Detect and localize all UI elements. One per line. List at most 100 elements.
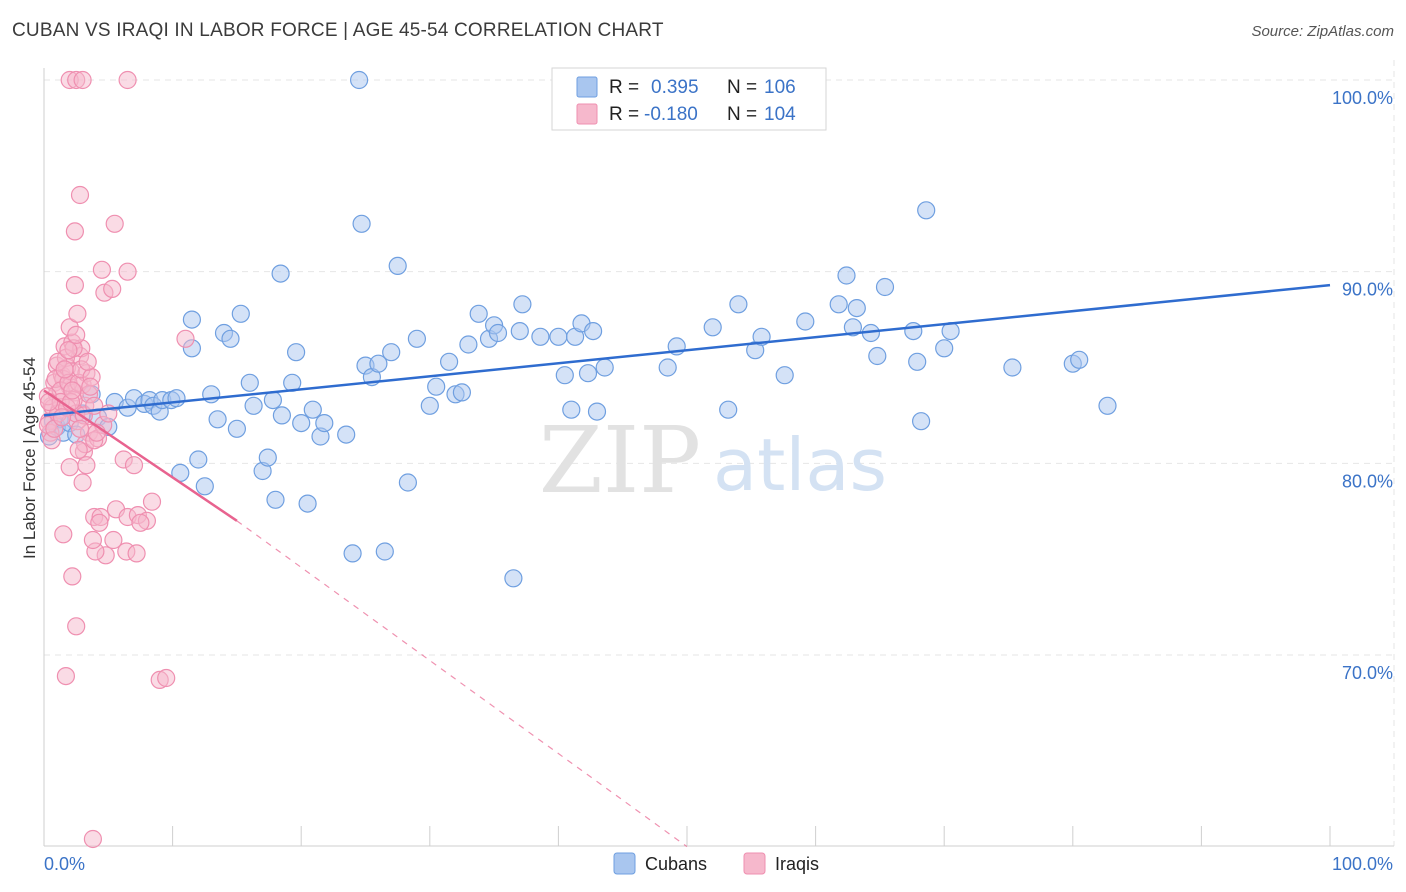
bottom-legend-swatch-cubans — [613, 852, 636, 875]
point-iraqis-34 — [65, 276, 85, 295]
y-tick-label-1: 90.0% — [1342, 280, 1393, 300]
point-cubans-60 — [440, 352, 459, 371]
point-iraqis-100 — [59, 341, 78, 360]
point-cubans-107 — [350, 70, 369, 90]
y-tick-label-2: 80.0% — [1342, 471, 1393, 491]
point-cubans-98 — [908, 352, 927, 371]
point-cubans-27 — [208, 410, 227, 429]
point-iraqis-97 — [63, 381, 82, 400]
point-cubans-88 — [775, 366, 794, 385]
point-iraqis-58 — [56, 666, 76, 686]
point-cubans-97 — [904, 322, 923, 341]
point-cubans-53 — [375, 542, 394, 561]
point-cubans-96 — [875, 277, 895, 297]
legend-n-label-cubans: N = — [727, 77, 757, 98]
x-tick-labels: 0.0% 100.0% — [44, 854, 1393, 874]
point-cubans-85 — [729, 295, 748, 314]
point-iraqis-93 — [78, 352, 97, 371]
axes — [43, 68, 1394, 847]
point-cubans-71 — [531, 327, 550, 346]
point-cubans-42 — [292, 414, 311, 433]
point-cubans-35 — [258, 448, 277, 467]
point-iraqis-54 — [60, 458, 79, 477]
legend-swatch-iraqis — [576, 103, 598, 125]
point-cubans-25 — [195, 477, 214, 496]
point-cubans-78 — [583, 322, 603, 341]
point-cubans-81 — [658, 358, 677, 377]
x-tick-label-1: 100.0% — [1332, 854, 1393, 874]
point-cubans-90 — [829, 295, 848, 314]
legend-n-label-iraqis: N = — [727, 104, 757, 125]
point-iraqis-99 — [39, 392, 59, 412]
point-iraqis-73 — [103, 279, 122, 298]
point-iraqis-65 — [83, 530, 103, 550]
trend-line-extension-iraqis — [236, 520, 688, 848]
y-tick-label-0: 100.0% — [1332, 88, 1393, 108]
point-cubans-68 — [504, 569, 523, 588]
point-cubans-54 — [382, 343, 401, 362]
point-iraqis-84 — [118, 70, 137, 90]
point-cubans-62 — [452, 383, 471, 402]
watermark-atlas: atlas — [713, 423, 887, 507]
point-cubans-48 — [343, 544, 362, 563]
point-iraqis-56 — [63, 567, 82, 586]
point-cubans-72 — [549, 327, 568, 346]
point-cubans-29 — [221, 329, 240, 348]
point-cubans-105 — [1070, 350, 1089, 369]
point-cubans-80 — [595, 358, 614, 377]
point-cubans-30 — [227, 419, 246, 438]
point-cubans-56 — [398, 473, 417, 492]
point-iraqis-55 — [54, 525, 73, 544]
source-label: Source: ZipAtlas.com — [1251, 23, 1394, 40]
point-iraqis-71 — [105, 214, 124, 233]
bottom-legend-label-cubans: Cubans — [645, 854, 707, 874]
point-iraqis-35 — [68, 304, 87, 323]
point-cubans-24 — [189, 450, 208, 469]
point-cubans-95 — [868, 346, 887, 366]
y-tick-labels: 100.0% 90.0% 80.0% 70.0% — [1332, 88, 1393, 683]
point-iraqis-70 — [92, 260, 112, 279]
point-iraqis-96 — [127, 544, 146, 563]
bottom-legend-label-iraqis: Iraqis — [775, 854, 819, 874]
point-iraqis-69 — [65, 222, 85, 241]
point-cubans-77 — [578, 364, 598, 383]
point-cubans-47 — [337, 425, 356, 444]
point-cubans-33 — [244, 396, 263, 415]
trend-line-cubans — [43, 283, 1331, 417]
point-cubans-89 — [796, 312, 815, 331]
point-iraqis-66 — [90, 513, 109, 532]
point-cubans-83 — [703, 318, 722, 337]
point-cubans-92 — [843, 318, 863, 337]
point-iraqis-103 — [131, 513, 150, 532]
legend-r-value-iraqis: -0.180 — [644, 104, 698, 125]
point-iraqis-101 — [70, 419, 90, 438]
point-iraqis-57 — [67, 617, 86, 636]
point-iraqis-80 — [176, 329, 195, 348]
top-legend: R = 0.395 N = 106 R = -0.180 N = 104 — [551, 67, 827, 131]
x-tick-label-0: 0.0% — [44, 854, 85, 874]
point-cubans-43 — [298, 494, 317, 513]
point-iraqis-59 — [73, 473, 92, 492]
point-iraqis-94 — [83, 829, 103, 849]
bottom-legend: Cubans Iraqis — [613, 852, 819, 875]
legend-n-value-cubans: 106 — [764, 77, 796, 98]
point-cubans-46 — [315, 414, 334, 433]
point-cubans-49 — [352, 214, 371, 233]
point-cubans-64 — [469, 304, 488, 323]
legend-swatch-cubans — [576, 76, 598, 98]
point-cubans-63 — [459, 335, 478, 354]
point-iraqis-61 — [81, 377, 100, 396]
point-cubans-59 — [427, 377, 446, 396]
point-cubans-52 — [369, 354, 388, 373]
point-iraqis-74 — [124, 456, 144, 475]
point-cubans-74 — [562, 400, 581, 419]
watermark-zip: ZIP — [539, 407, 701, 514]
point-cubans-69 — [510, 322, 529, 341]
point-iraqis-79 — [157, 668, 176, 688]
point-cubans-99 — [911, 412, 931, 431]
trend-lines — [43, 283, 1331, 848]
point-cubans-36 — [263, 391, 282, 410]
point-cubans-22 — [182, 310, 201, 329]
point-cubans-70 — [513, 295, 532, 314]
